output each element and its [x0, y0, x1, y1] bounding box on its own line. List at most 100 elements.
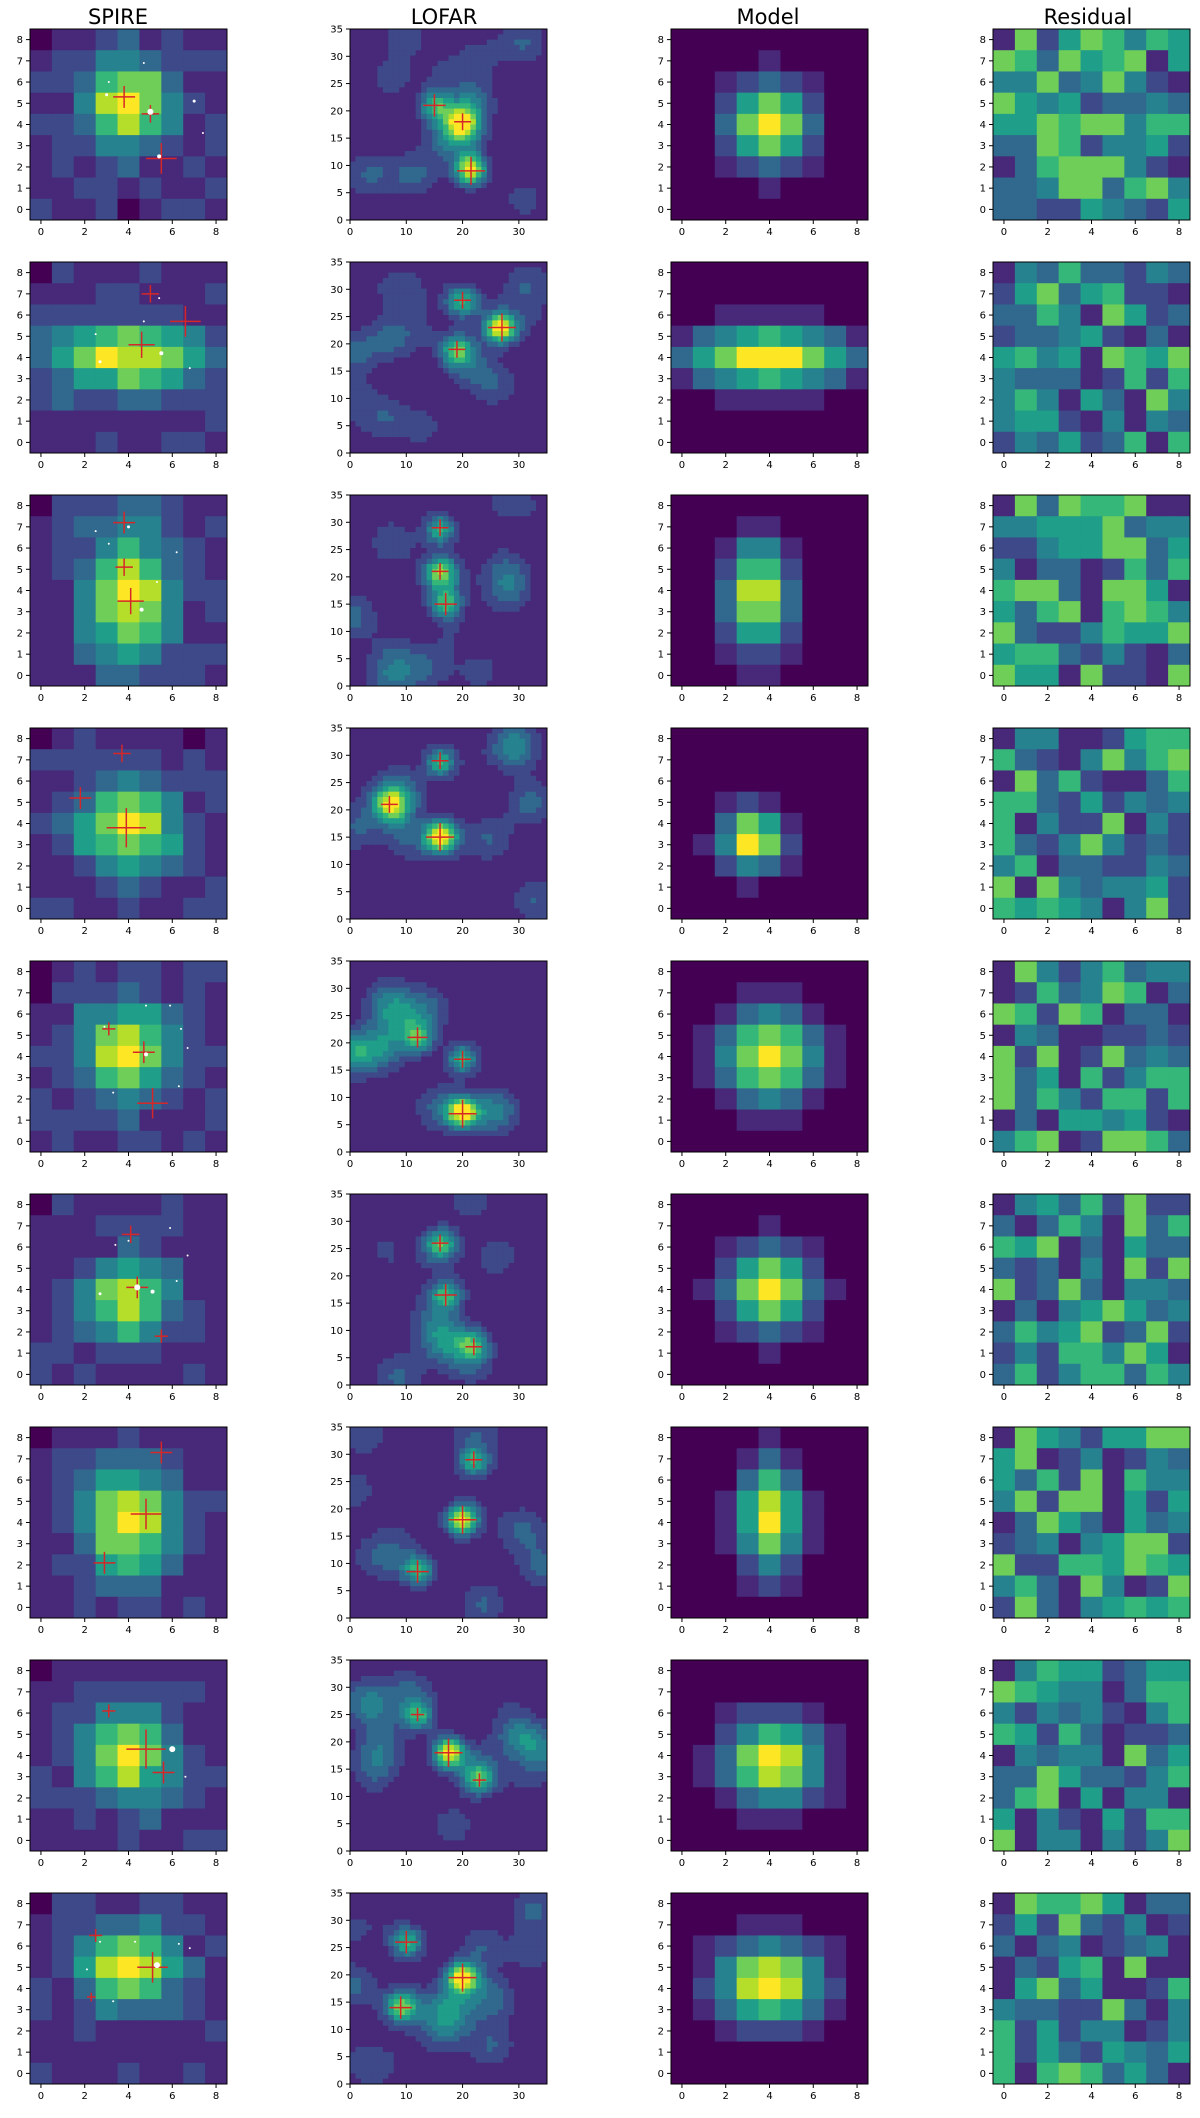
- map-pixel: [350, 262, 356, 268]
- map-pixel: [475, 346, 482, 353]
- map-pixel: [459, 627, 466, 634]
- map-pixel: [1036, 558, 1060, 581]
- map-pixel: [519, 558, 526, 565]
- map-pixel: [388, 277, 395, 284]
- map-pixel: [519, 44, 526, 51]
- map-pixel: [464, 611, 471, 618]
- map-pixel: [410, 161, 417, 168]
- map-pixel: [464, 426, 471, 433]
- map-pixel: [95, 389, 119, 412]
- map-pixel: [95, 410, 119, 433]
- map-pixel: [464, 664, 471, 671]
- map-pixel: [758, 325, 781, 348]
- map-pixel: [486, 113, 493, 120]
- map-pixel: [519, 590, 526, 597]
- map-pixel: [671, 198, 694, 221]
- map-pixel: [486, 553, 493, 560]
- x-tick-label: 0: [1001, 227, 1007, 238]
- map-pixel: [525, 299, 532, 305]
- map-pixel: [360, 172, 367, 179]
- map-pixel: [492, 66, 499, 72]
- map-pixel: [399, 66, 406, 72]
- map-pixel: [459, 638, 466, 645]
- map-pixel: [453, 431, 460, 438]
- map-pixel: [415, 135, 422, 141]
- map-pixel: [536, 537, 543, 544]
- map-pixel: [382, 558, 389, 565]
- y-tick-label: 3: [658, 141, 664, 152]
- map-pixel: [366, 262, 373, 268]
- map-pixel: [426, 357, 433, 364]
- map-pixel: [1014, 495, 1038, 517]
- map-pixel: [1146, 601, 1169, 623]
- map-pixel: [350, 193, 356, 200]
- map-pixel: [388, 97, 395, 104]
- map-pixel: [388, 643, 395, 650]
- map-pixel: [1014, 92, 1038, 115]
- map-pixel: [421, 97, 428, 104]
- map-pixel: [481, 378, 488, 385]
- map-pixel: [497, 161, 504, 168]
- map-pixel: [377, 622, 384, 629]
- map-pixel: [481, 389, 488, 396]
- map-pixel: [421, 71, 428, 78]
- map-pixel: [1014, 177, 1038, 200]
- map-pixel: [432, 214, 439, 221]
- map-pixel: [393, 97, 400, 104]
- map-pixel: [470, 500, 477, 507]
- map-pixel: [415, 558, 422, 565]
- map-pixel: [508, 632, 515, 639]
- map-pixel: [415, 140, 422, 147]
- map-pixel: [671, 389, 694, 412]
- map-pixel: [415, 161, 422, 168]
- map-pixel: [1080, 71, 1103, 94]
- map-pixel: [802, 516, 825, 538]
- map-pixel: [530, 140, 537, 147]
- map-pixel: [51, 410, 75, 433]
- map-pixel: [459, 172, 466, 179]
- map-pixel: [360, 124, 367, 131]
- map-pixel: [671, 664, 694, 687]
- map-pixel: [481, 214, 488, 221]
- map-pixel: [360, 92, 367, 99]
- map-pixel: [503, 262, 510, 268]
- map-pixel: [421, 293, 428, 300]
- map-pixel: [1168, 431, 1191, 454]
- map-pixel: [388, 537, 395, 544]
- map-pixel: [475, 526, 482, 533]
- map-pixel: [497, 34, 504, 41]
- map-pixel: [432, 542, 439, 549]
- map-pixel: [1058, 601, 1082, 623]
- map-pixel: [399, 346, 406, 353]
- map-pixel: [508, 362, 515, 369]
- map-pixel: [846, 579, 869, 602]
- map-pixel: [508, 648, 515, 655]
- map-pixel: [366, 214, 373, 221]
- map-pixel: [508, 447, 515, 454]
- map-pixel: [497, 156, 504, 163]
- map-pixel: [453, 172, 460, 179]
- map-pixel: [377, 601, 384, 607]
- map-pixel: [536, 399, 543, 406]
- map-pixel: [432, 447, 439, 454]
- map-pixel: [453, 362, 460, 369]
- map-pixel: [95, 325, 119, 348]
- map-pixel: [183, 262, 206, 284]
- map-pixel: [371, 188, 378, 194]
- map-pixel: [139, 410, 162, 433]
- map-pixel: [388, 426, 395, 433]
- map-pixel: [388, 617, 395, 623]
- map-pixel: [393, 166, 400, 173]
- map-pixel: [486, 415, 493, 422]
- map-pixel: [432, 87, 439, 94]
- map-pixel: [393, 548, 400, 554]
- map-pixel: [448, 161, 455, 168]
- map-pixel: [117, 135, 140, 157]
- map-pixel: [382, 29, 389, 35]
- map-pixel: [432, 182, 439, 189]
- map-pixel: [1168, 262, 1191, 284]
- map-pixel: [453, 378, 460, 385]
- map-pixel: [541, 595, 548, 602]
- map-pixel: [519, 188, 526, 194]
- map-pixel: [536, 648, 543, 655]
